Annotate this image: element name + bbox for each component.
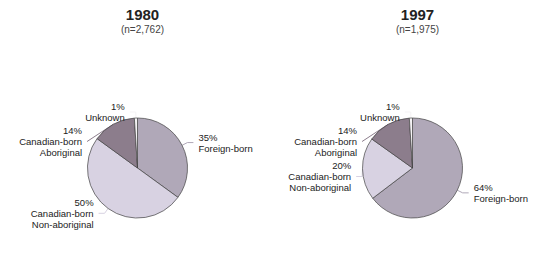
svg-text:64%: 64% — [474, 182, 494, 193]
svg-text:Aboriginal: Aboriginal — [315, 147, 357, 158]
svg-text:Non-aboriginal: Non-aboriginal — [289, 182, 351, 193]
svg-text:Canadian-born: Canadian-born — [19, 136, 82, 147]
svg-text:Foreign-born: Foreign-born — [474, 193, 528, 204]
svg-text:35%: 35% — [198, 132, 218, 143]
svg-text:50%: 50% — [75, 197, 95, 208]
svg-text:1980: 1980 — [126, 6, 159, 23]
svg-text:1%: 1% — [386, 101, 400, 112]
svg-text:1%: 1% — [111, 101, 125, 112]
svg-text:Foreign-born: Foreign-born — [198, 143, 252, 154]
svg-text:Canadian-born: Canadian-born — [294, 136, 357, 147]
svg-text:Canadian-born: Canadian-born — [31, 208, 94, 219]
svg-text:Non-aboriginal: Non-aboriginal — [32, 219, 94, 230]
svg-text:Aboriginal: Aboriginal — [40, 147, 82, 158]
svg-text:20%: 20% — [332, 160, 352, 171]
svg-text:14%: 14% — [338, 125, 358, 136]
svg-text:Unknown: Unknown — [85, 112, 125, 123]
svg-text:Unknown: Unknown — [360, 112, 400, 123]
svg-text:1997: 1997 — [401, 6, 434, 23]
svg-text:14%: 14% — [63, 125, 83, 136]
svg-text:Canadian-born: Canadian-born — [288, 171, 351, 182]
svg-text:(n=1,975): (n=1,975) — [396, 24, 439, 35]
svg-text:(n=2,762): (n=2,762) — [121, 24, 164, 35]
